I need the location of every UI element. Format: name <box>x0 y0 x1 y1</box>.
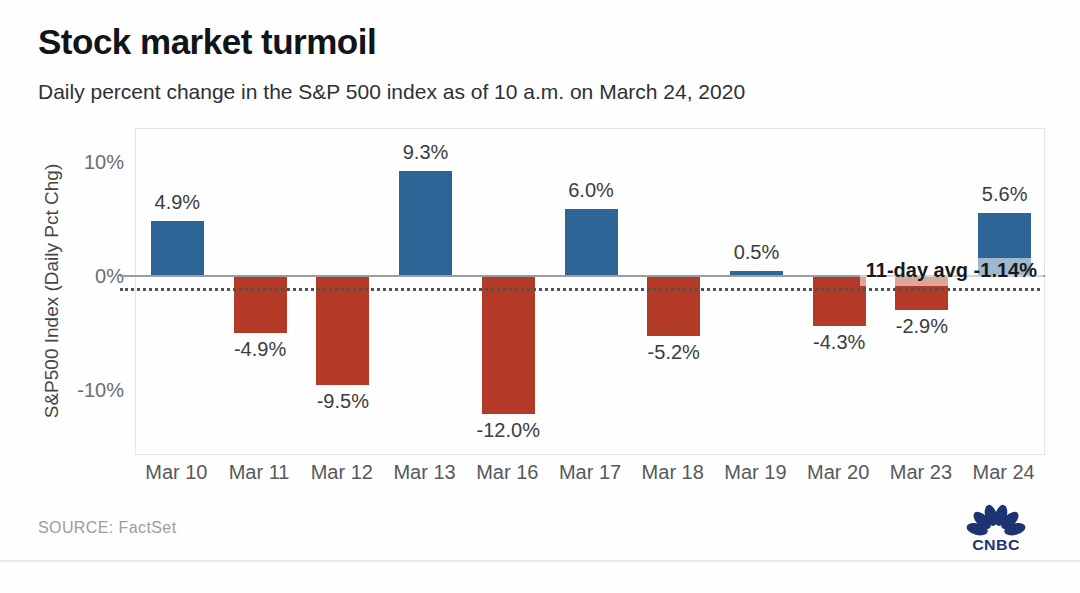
page-subtitle: Daily percent change in the S&P 500 inde… <box>38 80 745 104</box>
x-tick-label: Mar 17 <box>545 461 635 484</box>
y-tick-label: 0% <box>0 262 124 290</box>
bar-value-label: 9.3% <box>366 141 486 164</box>
bar-mar-11 <box>234 277 287 333</box>
bar-mar-20 <box>813 277 866 326</box>
peacock-icon <box>965 503 1027 537</box>
bar-mar-12 <box>316 277 369 385</box>
y-tick-label: 10% <box>0 148 124 176</box>
bar-value-label: 4.9% <box>117 191 237 214</box>
source-text: SOURCE: FactSet <box>38 519 176 537</box>
bar-mar-18 <box>647 277 700 336</box>
bar-value-label: 0.5% <box>696 241 816 264</box>
x-tick-label: Mar 12 <box>297 461 387 484</box>
bar-mar-17 <box>565 209 618 277</box>
cnbc-logo-text: CNBC <box>972 536 1020 553</box>
cnbc-logo: CNBC <box>958 501 1034 553</box>
x-tick-label: Mar 13 <box>380 461 470 484</box>
x-tick-label: Mar 19 <box>710 461 800 484</box>
chart-card: Stock market turmoil Daily percent chang… <box>0 0 1080 593</box>
average-annotation: 11-day avg -1.14% <box>860 258 1043 286</box>
x-tick-label: Mar 18 <box>628 461 718 484</box>
x-tick-label: Mar 23 <box>876 461 966 484</box>
bar-value-label: -2.9% <box>862 315 982 338</box>
bar-value-label: 5.6% <box>945 183 1065 206</box>
bar-value-label: -12.0% <box>448 419 568 442</box>
x-tick-label: Mar 11 <box>214 461 304 484</box>
footer-divider <box>0 560 1080 562</box>
y-tick-label: -10% <box>0 376 124 404</box>
bar-value-label: -9.5% <box>283 390 403 413</box>
page-title: Stock market turmoil <box>38 22 376 62</box>
x-tick-label: Mar 20 <box>793 461 883 484</box>
x-tick-label: Mar 24 <box>959 461 1049 484</box>
x-tick-label: Mar 16 <box>462 461 552 484</box>
chart-plot-area: 4.9%-4.9%-9.5%9.3%-12.0%6.0%-5.2%0.5%-4.… <box>135 128 1045 455</box>
bar-value-label: -4.9% <box>200 338 320 361</box>
bar-mar-13 <box>399 171 452 277</box>
bar-mar-16 <box>482 277 535 414</box>
average-dotted-line <box>120 288 1040 291</box>
bar-mar-10 <box>151 221 204 277</box>
bar-value-label: -5.2% <box>614 341 734 364</box>
x-tick-label: Mar 10 <box>131 461 221 484</box>
bar-value-label: 6.0% <box>531 179 651 202</box>
